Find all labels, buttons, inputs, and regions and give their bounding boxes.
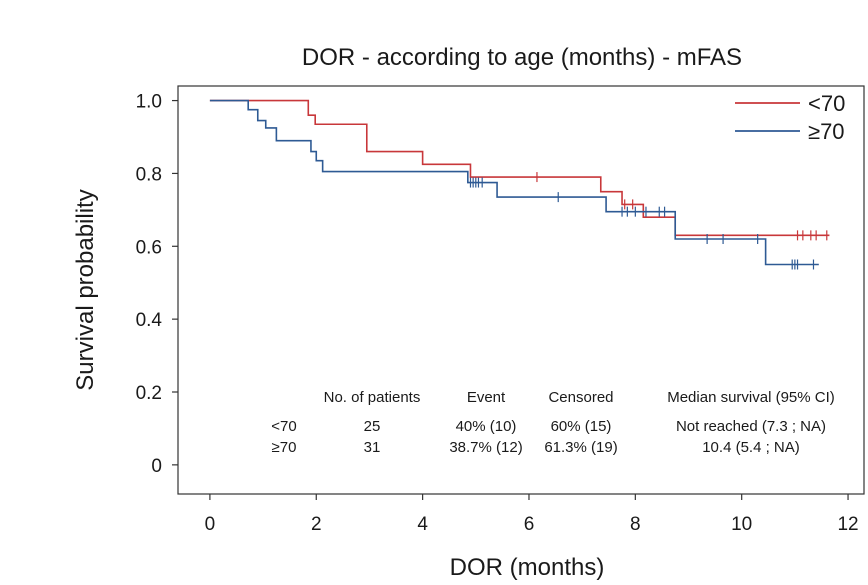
- y-tick-label: 0.4: [136, 310, 163, 331]
- y-tick-label: 0: [151, 456, 162, 477]
- plot-frame: [177, 85, 865, 495]
- x-tick-label: 12: [837, 514, 858, 535]
- x-tick-label: 6: [524, 514, 535, 535]
- y-tick-label: 1.0: [136, 92, 162, 113]
- table-row-median: 10.4 (5.4 ; NA): [702, 439, 800, 456]
- table-header-censored: Censored: [548, 389, 613, 406]
- table-row-censored: 61.3% (19): [544, 439, 617, 456]
- table-row-event: 38.7% (12): [449, 439, 522, 456]
- table-row-patients: 31: [364, 439, 381, 456]
- risk-table: No. of patients Event Censored Median su…: [271, 389, 835, 456]
- table-row-event: 40% (10): [456, 418, 517, 435]
- x-tick-label: 4: [417, 514, 428, 535]
- y-tick-label: 0.8: [136, 164, 162, 185]
- x-axis-label: DOR (months): [450, 554, 605, 581]
- y-axis-label: Survival probability: [72, 189, 99, 390]
- y-tick-label: 0.2: [136, 383, 162, 404]
- table-row-censored: 60% (15): [551, 418, 612, 435]
- y-tick-label: 0.6: [136, 237, 162, 258]
- table-header-patients: No. of patients: [324, 389, 421, 406]
- survival-curves: [209, 99, 830, 270]
- table-row-median: Not reached (7.3 ; NA): [676, 418, 826, 435]
- table-row-group: <70: [271, 418, 296, 435]
- survival-curve-ge70: [209, 99, 819, 266]
- table-row-patients: 25: [364, 418, 381, 435]
- survival-curve-lt70: [209, 99, 830, 237]
- x-tick-label: 8: [630, 514, 641, 535]
- table-header-median: Median survival (95% CI): [667, 389, 835, 406]
- table-header-event: Event: [467, 389, 506, 406]
- chart-title: DOR - according to age (months) - mFAS: [302, 44, 742, 71]
- table-row-group: ≥70: [272, 439, 297, 456]
- x-tick-label: 0: [205, 514, 216, 535]
- axis-ticks: 0 2 4 6 8 10 12 0 0.2 0.4 0.6 0.8 1.0: [136, 92, 859, 535]
- legend: <70 ≥70: [735, 91, 845, 144]
- x-tick-label: 2: [311, 514, 322, 535]
- legend-label-lt70: <70: [808, 91, 845, 116]
- x-tick-label: 10: [731, 514, 752, 535]
- legend-label-ge70: ≥70: [808, 119, 845, 144]
